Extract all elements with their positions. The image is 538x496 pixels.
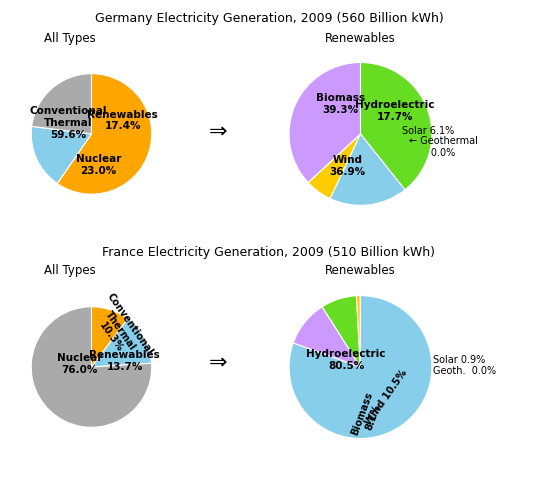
Wedge shape: [293, 307, 360, 367]
Text: Wind 10.5%: Wind 10.5%: [363, 368, 409, 427]
Text: Geoth.  0.0%: Geoth. 0.0%: [433, 367, 497, 376]
Wedge shape: [57, 74, 152, 194]
Wedge shape: [289, 62, 360, 183]
Wedge shape: [308, 134, 360, 183]
Text: Renewables
17.4%: Renewables 17.4%: [87, 110, 158, 131]
Wedge shape: [91, 307, 128, 367]
Text: Hydroelectric
17.7%: Hydroelectric 17.7%: [355, 100, 435, 122]
Wedge shape: [31, 126, 91, 184]
Text: All Types: All Types: [44, 32, 96, 45]
Text: ⇒: ⇒: [209, 122, 227, 141]
Wedge shape: [308, 134, 360, 198]
Wedge shape: [330, 134, 405, 205]
Text: Conventional
Thermal
10.3%: Conventional Thermal 10.3%: [86, 292, 155, 370]
Text: Conventional
Thermal
59.6%: Conventional Thermal 59.6%: [30, 107, 107, 140]
Text: Wind
36.9%: Wind 36.9%: [330, 155, 366, 177]
Text: Renewables: Renewables: [325, 32, 396, 45]
Text: Solar 0.9%: Solar 0.9%: [433, 355, 486, 365]
Text: ← Geothermal
       0.0%: ← Geothermal 0.0%: [409, 136, 478, 158]
Wedge shape: [289, 296, 432, 438]
Text: Hydroelectric
80.5%: Hydroelectric 80.5%: [307, 349, 386, 371]
Text: Nuclear
76.0%: Nuclear 76.0%: [56, 353, 102, 375]
Text: Renewables
13.7%: Renewables 13.7%: [89, 350, 160, 372]
Wedge shape: [322, 296, 360, 367]
Wedge shape: [356, 296, 360, 367]
Text: All Types: All Types: [44, 264, 96, 277]
Wedge shape: [31, 307, 152, 427]
Text: Solar 6.1%: Solar 6.1%: [402, 126, 454, 136]
Text: Renewables: Renewables: [325, 264, 396, 277]
Wedge shape: [360, 62, 432, 190]
Wedge shape: [91, 319, 152, 367]
Text: Biomass
39.3%: Biomass 39.3%: [316, 93, 365, 115]
Text: Biomass
8.1%: Biomass 8.1%: [350, 390, 386, 440]
Text: Germany Electricity Generation, 2009 (560 Billion kWh): Germany Electricity Generation, 2009 (56…: [95, 12, 443, 25]
Wedge shape: [32, 74, 91, 134]
Text: ⇒: ⇒: [209, 352, 227, 372]
Text: Nuclear
23.0%: Nuclear 23.0%: [76, 154, 122, 176]
Text: France Electricity Generation, 2009 (510 Billion kWh): France Electricity Generation, 2009 (510…: [103, 246, 435, 258]
